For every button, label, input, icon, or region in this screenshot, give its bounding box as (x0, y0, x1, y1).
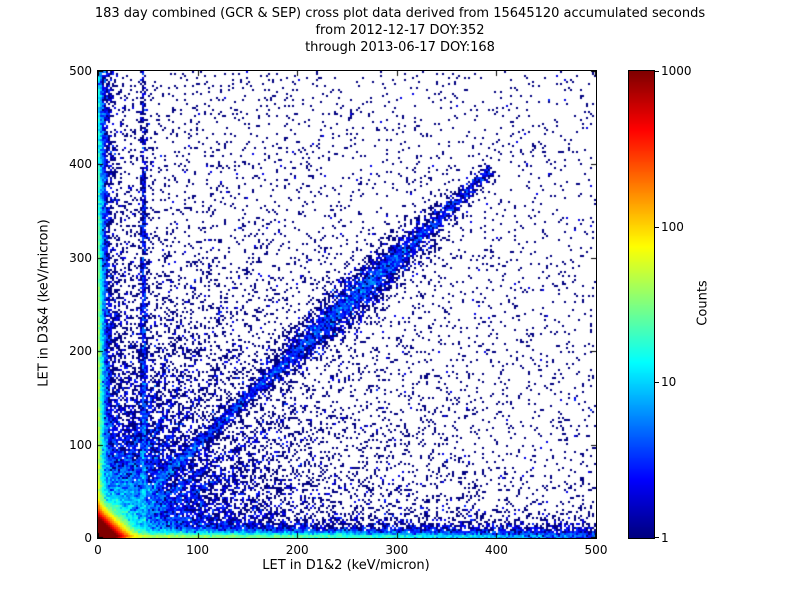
y-tick-label-400: 400 (69, 157, 92, 172)
colorbar-tick-label-1: 1 (661, 531, 669, 545)
figure-title-line2: from 2012-12-17 DOY:352 (315, 23, 485, 38)
colorbar-tick-label-10: 10 (661, 375, 677, 390)
y-tick-label-0: 0 (84, 531, 92, 545)
colorbar-gradient-canvas (629, 71, 654, 538)
figure-title-line3: through 2013-06-17 DOY:168 (305, 40, 495, 55)
colorbar-tick-label-100: 100 (661, 219, 684, 234)
plot-area (97, 70, 597, 539)
colorbar-tickmark-1 (655, 537, 659, 538)
colorbar-tickmark-100 (655, 226, 659, 228)
figure-title-line1: 183 day combined (GCR & SEP) cross plot … (94, 6, 706, 21)
y-tick-label-100: 100 (69, 437, 92, 452)
y-tick-label-500: 500 (69, 64, 92, 78)
colorbar-tickmark-1000 (655, 71, 659, 72)
x-tick-label-400: 400 (484, 543, 508, 557)
x-axis-label: LET in D1&2 (keV/micron) (262, 558, 430, 573)
colorbar-label: Counts (695, 280, 711, 326)
scatter-density-canvas (98, 71, 596, 538)
y-tick-label-200: 200 (69, 344, 92, 359)
x-tick-label-300: 300 (385, 543, 409, 557)
colorbar (628, 70, 655, 539)
y-tick-label-300: 300 (69, 250, 92, 265)
x-tick-label-500: 500 (584, 543, 608, 557)
colorbar-tick-label-1000: 1000 (661, 64, 692, 78)
colorbar-tickmark-10 (655, 382, 659, 384)
x-tick-label-100: 100 (186, 543, 210, 557)
y-axis-label: LET in D3&4 (keV/micron) (36, 219, 52, 387)
x-tick-label-0: 0 (94, 543, 102, 557)
x-tick-label-200: 200 (285, 543, 309, 557)
